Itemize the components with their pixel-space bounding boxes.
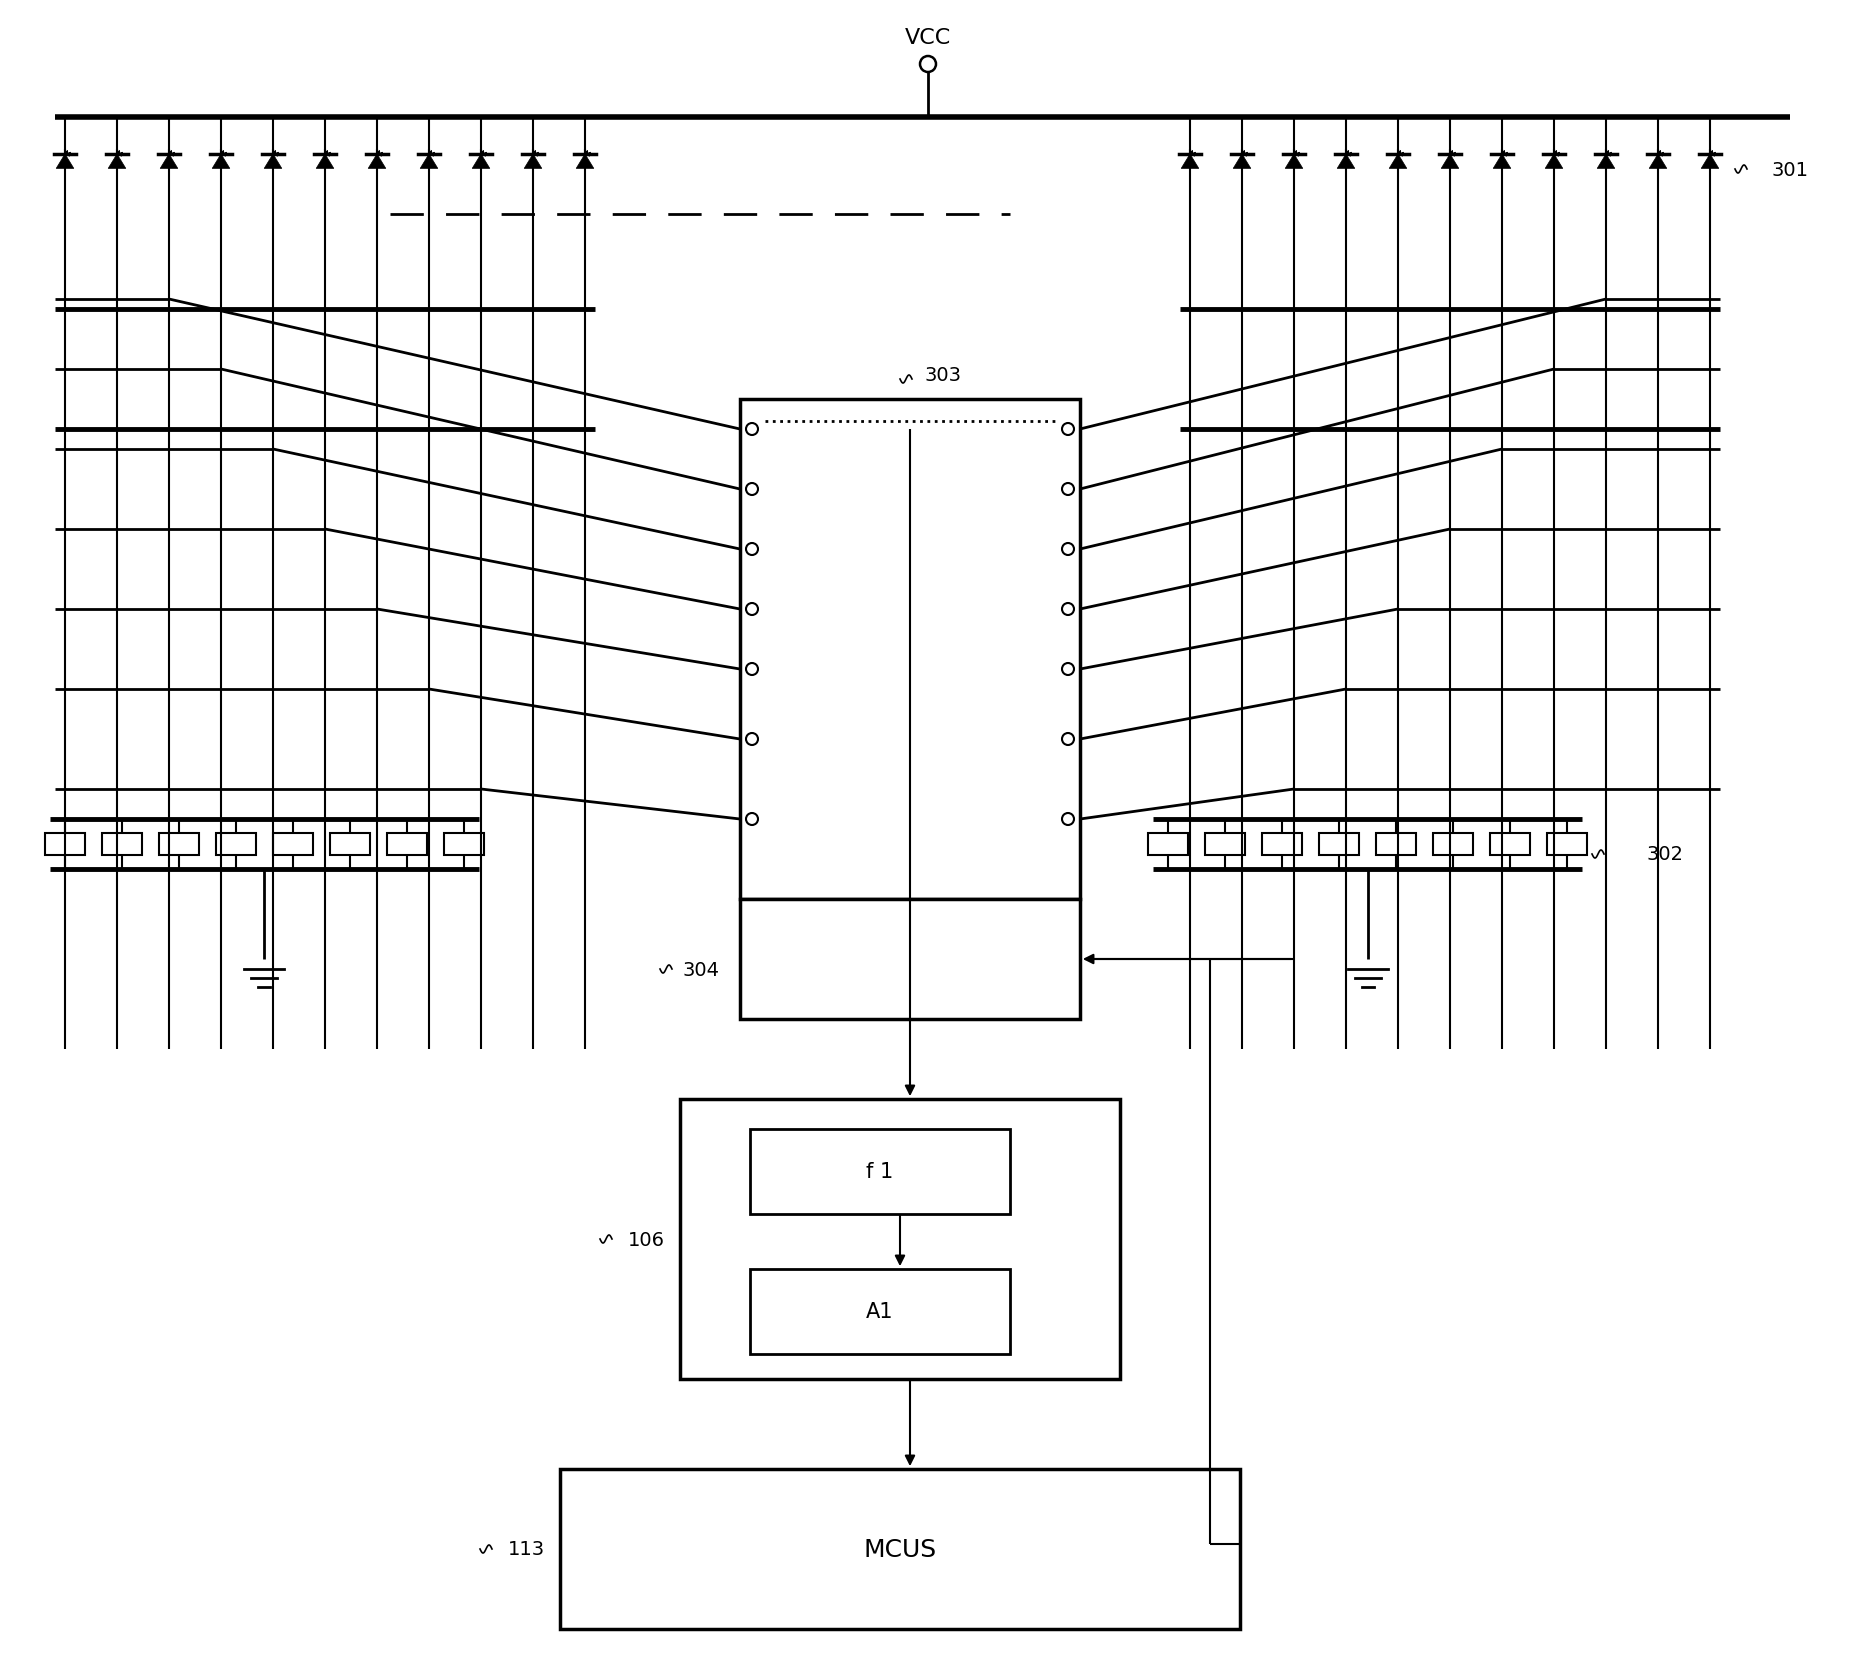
Polygon shape: [419, 156, 438, 169]
Bar: [273, 833, 313, 855]
Polygon shape: [1232, 156, 1250, 169]
Text: 113: 113: [508, 1539, 545, 1559]
Polygon shape: [471, 156, 490, 169]
Bar: [45, 833, 85, 855]
Polygon shape: [1284, 156, 1302, 169]
Polygon shape: [1180, 156, 1198, 169]
Polygon shape: [1597, 156, 1614, 169]
Bar: [388, 833, 427, 855]
Bar: [443, 833, 484, 855]
Bar: [1547, 833, 1586, 855]
Polygon shape: [367, 156, 386, 169]
Bar: [102, 833, 143, 855]
Bar: [1375, 833, 1415, 855]
Bar: [1432, 833, 1473, 855]
Text: f 1: f 1: [866, 1161, 892, 1181]
Polygon shape: [315, 156, 334, 169]
Bar: [1148, 833, 1187, 855]
Polygon shape: [575, 156, 594, 169]
Bar: [679, 1099, 1119, 1379]
Text: 302: 302: [1645, 845, 1682, 863]
Bar: [749, 1129, 1009, 1215]
Bar: [740, 400, 1080, 900]
Bar: [215, 833, 256, 855]
Bar: [1319, 833, 1358, 855]
Polygon shape: [1336, 156, 1354, 169]
Text: A1: A1: [866, 1302, 894, 1322]
Text: 106: 106: [627, 1230, 664, 1248]
Polygon shape: [108, 156, 126, 169]
Polygon shape: [56, 156, 74, 169]
Polygon shape: [1441, 156, 1458, 169]
Polygon shape: [523, 156, 542, 169]
Text: MCUS: MCUS: [863, 1537, 937, 1561]
Bar: [740, 900, 1080, 1019]
Bar: [560, 1469, 1239, 1630]
Text: 303: 303: [924, 365, 961, 385]
Polygon shape: [160, 156, 178, 169]
Polygon shape: [1545, 156, 1562, 169]
Text: 301: 301: [1772, 161, 1809, 179]
Bar: [330, 833, 369, 855]
Polygon shape: [1493, 156, 1510, 169]
Bar: [1204, 833, 1245, 855]
Text: VCC: VCC: [905, 28, 950, 49]
Bar: [1490, 833, 1529, 855]
Polygon shape: [263, 156, 282, 169]
Polygon shape: [211, 156, 230, 169]
Bar: [160, 833, 198, 855]
Text: 304: 304: [683, 960, 720, 979]
Polygon shape: [1649, 156, 1666, 169]
Bar: [749, 1270, 1009, 1353]
Bar: [1261, 833, 1302, 855]
Polygon shape: [1388, 156, 1406, 169]
Polygon shape: [1701, 156, 1718, 169]
